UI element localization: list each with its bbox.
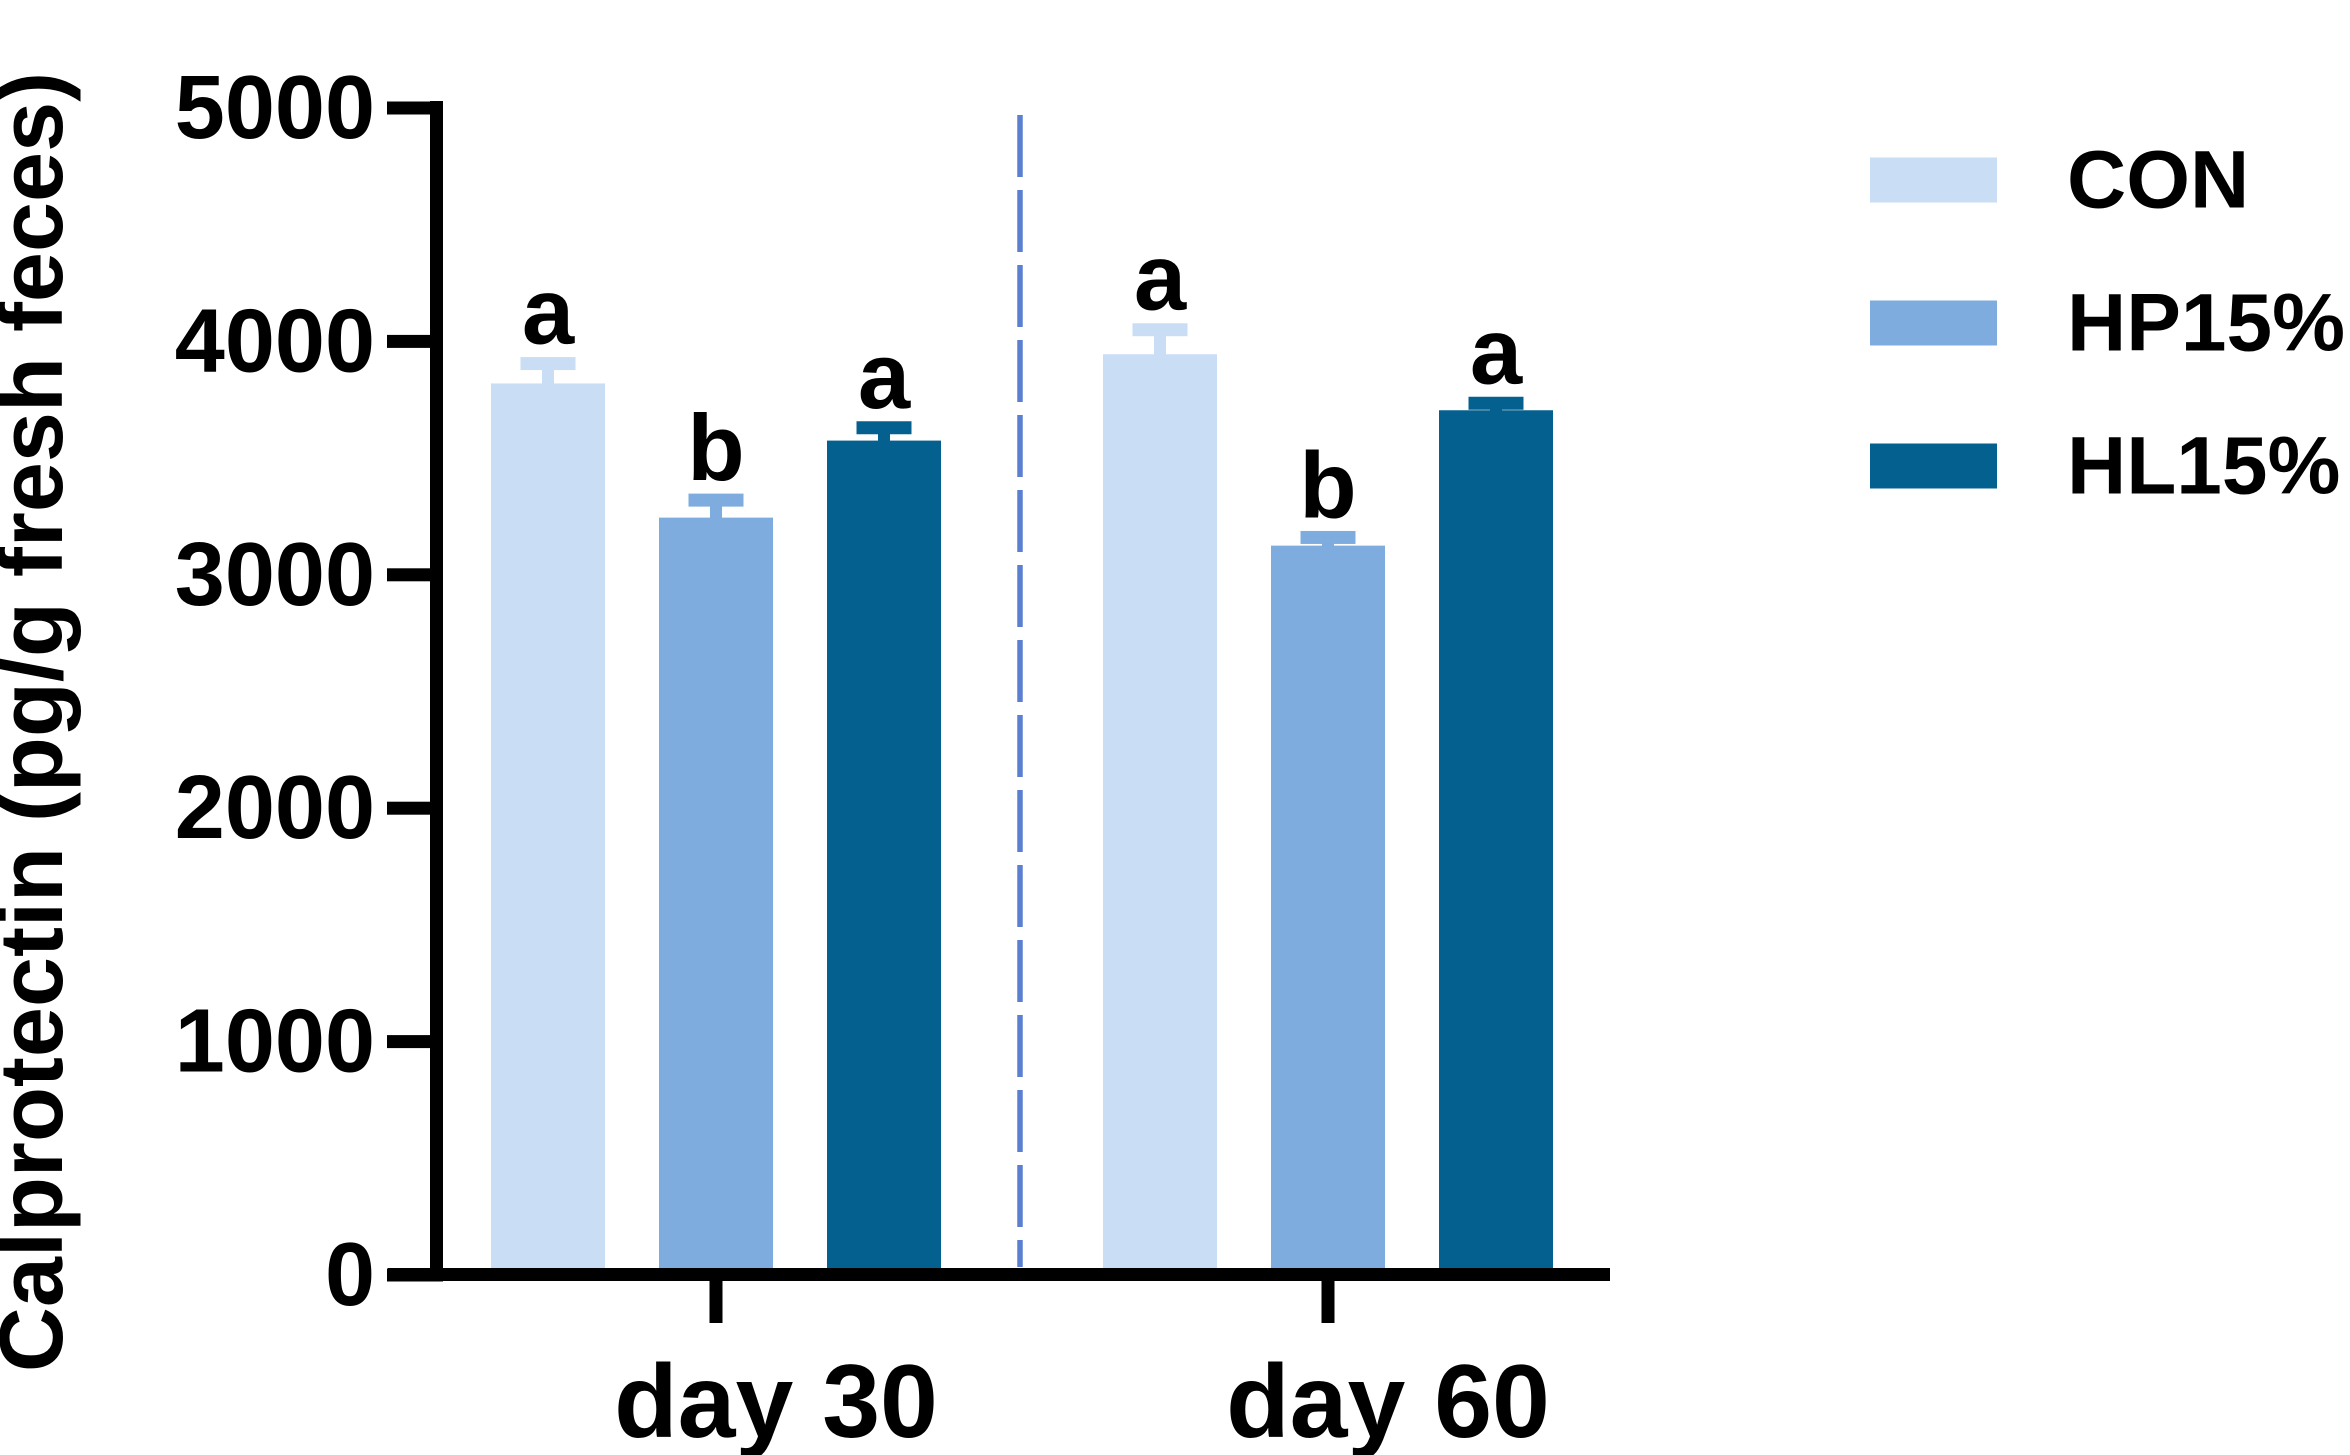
- y-axis-tick: [387, 568, 443, 582]
- y-axis-tick: [387, 101, 443, 115]
- x-category-label: day 60: [1226, 1344, 1550, 1455]
- error-bar-cap: [520, 357, 576, 371]
- y-tick-label: 3000: [175, 525, 375, 625]
- legend-swatch-HP15%: [1870, 300, 1997, 346]
- error-bar-stem: [542, 363, 554, 404]
- y-axis-line: [430, 101, 443, 1281]
- x-category-label: day 30: [614, 1344, 938, 1455]
- y-tick-label: 2000: [175, 758, 375, 858]
- bar-HL15%-day 30: [827, 440, 941, 1273]
- significance-letter: a: [1134, 225, 1187, 330]
- bar-HL15%-day 60: [1439, 410, 1553, 1272]
- y-tick-label: 4000: [175, 291, 375, 391]
- y-tick-label: 0: [325, 1225, 375, 1325]
- y-axis-tick: [387, 801, 443, 815]
- legend-label-HP15%: HP15%: [2067, 278, 2345, 369]
- error-bar-cap: [1300, 530, 1356, 544]
- legend-swatch-HL15%: [1870, 443, 1997, 489]
- x-axis-tick: [709, 1268, 723, 1323]
- significance-letter: b: [1299, 432, 1356, 537]
- error-bar-cap: [688, 493, 744, 507]
- y-tick-label: 5000: [175, 58, 375, 158]
- error-bar-stem: [1490, 403, 1502, 431]
- significance-letter: a: [522, 259, 575, 364]
- error-bar-cap: [1468, 396, 1524, 410]
- y-axis-tick: [387, 1035, 443, 1049]
- legend-swatch-CON: [1870, 157, 1997, 203]
- significance-letter: b: [687, 395, 744, 500]
- error-bar-stem: [1154, 329, 1166, 375]
- x-axis-tick: [1321, 1268, 1335, 1323]
- y-tick-label: 1000: [175, 992, 375, 1092]
- bar-CON-day 30: [491, 383, 605, 1272]
- significance-letter: a: [1470, 298, 1523, 403]
- legend-label-CON: CON: [2067, 135, 2249, 226]
- significance-letter: a: [858, 323, 911, 428]
- bar-HP15%-day 30: [659, 517, 773, 1272]
- legend-label-HL15%: HL15%: [2067, 421, 2340, 512]
- error-bar-stem: [710, 500, 722, 538]
- bar-HP15%-day 60: [1271, 545, 1385, 1272]
- plot-area: 0 1000 2000 3000 4000 5000 day 30 day 60 a a b b a a C…: [175, 58, 2345, 1455]
- bar-CON-day 60: [1103, 354, 1217, 1272]
- error-bar-stem: [1322, 537, 1334, 566]
- y-axis-title: Calprotectin (pg/g fresh feces): [0, 72, 82, 1372]
- error-bar-stem: [878, 427, 890, 461]
- y-axis-tick: [387, 334, 443, 348]
- x-axis-line: [388, 1268, 1610, 1281]
- error-bar-cap: [1132, 323, 1188, 337]
- error-bar-cap: [856, 421, 912, 435]
